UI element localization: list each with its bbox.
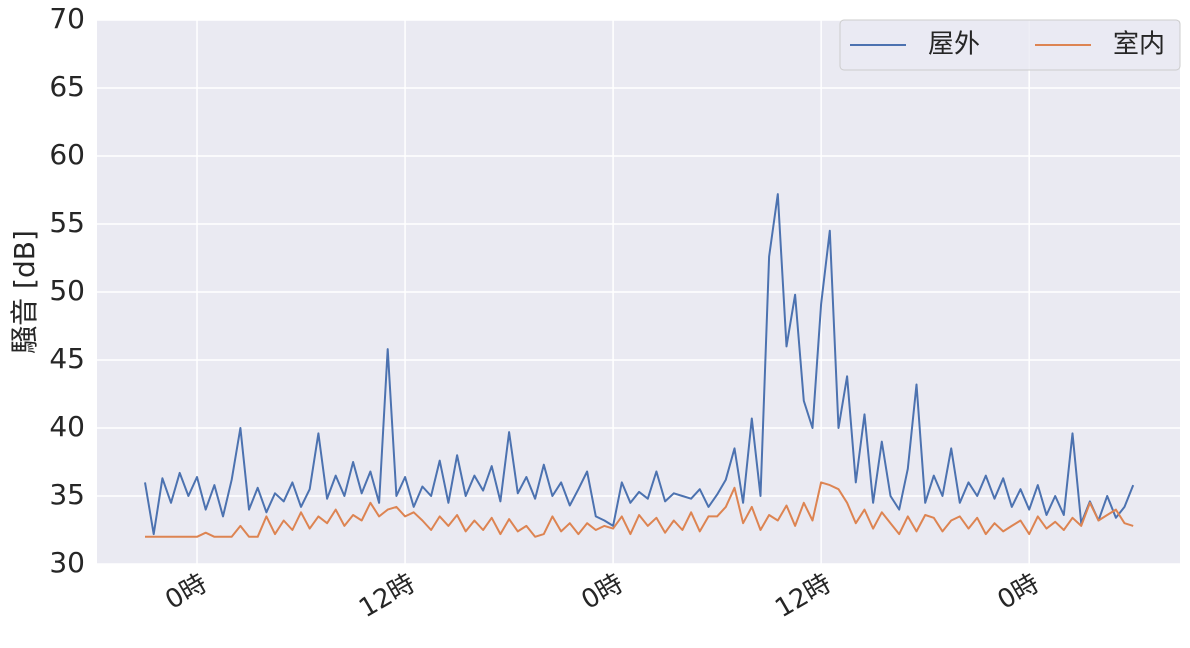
y-tick-label: 55	[49, 206, 85, 239]
y-tick-label: 65	[49, 70, 85, 103]
x-tick-label: 12時	[354, 569, 420, 625]
x-tick-label: 12時	[770, 569, 836, 625]
legend-label: 室内	[1113, 30, 1165, 60]
legend-label: 屋外	[928, 30, 980, 60]
y-tick-label: 45	[49, 342, 85, 375]
y-tick-label: 60	[49, 138, 85, 171]
y-axis-label: 騒音 [dB]	[8, 230, 41, 354]
legend: 屋外 室内	[839, 19, 1181, 71]
x-tick-label: 0時	[160, 569, 212, 616]
y-tick-label: 40	[49, 410, 85, 443]
x-tick-label: 0時	[993, 569, 1045, 616]
y-tick-label: 70	[49, 2, 85, 35]
y-tick-label: 30	[49, 546, 85, 579]
y-tick-label: 50	[49, 274, 85, 307]
x-tick-label: 0時	[577, 569, 629, 616]
line-series	[145, 481, 1134, 538]
line-series	[144, 193, 1135, 536]
legend-box	[839, 19, 1181, 71]
y-tick-label: 35	[49, 478, 85, 511]
